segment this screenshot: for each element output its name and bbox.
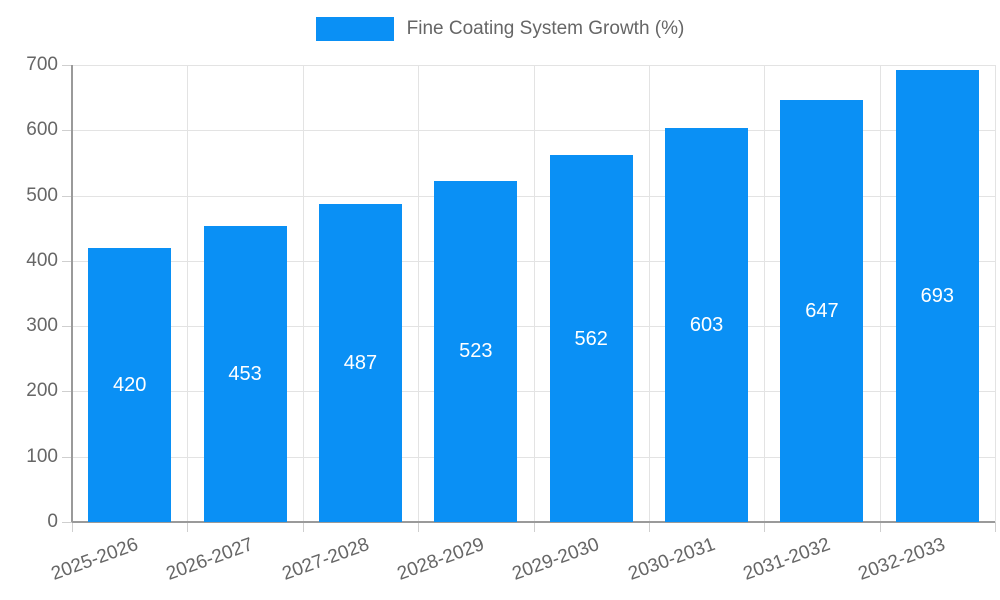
gridline-vertical [764,65,766,522]
gridline-vertical [418,65,420,522]
x-axis-tick [533,522,535,532]
bar-value-label: 647 [805,299,839,322]
bar-value-label: 453 [228,363,262,386]
bar[interactable] [434,180,518,522]
bar[interactable] [203,226,287,522]
x-axis-tick-label: 2028-2029 [394,534,487,585]
y-axis-tick-label: 200 [26,380,58,402]
gridline-vertical [995,65,996,522]
y-axis-tick-label: 100 [26,445,58,467]
bar-value-label: 562 [574,327,608,350]
y-axis-tick [62,456,72,458]
y-axis-tick-label: 0 [47,511,58,532]
x-axis-tick-label: 2032-2033 [855,534,949,585]
gridline-vertical [648,65,650,522]
bar[interactable] [780,99,864,522]
x-axis-tick [72,522,73,532]
bar-value-label: 420 [113,373,147,396]
y-axis-tick-label: 500 [26,184,58,206]
bar[interactable] [549,155,633,522]
gridline-vertical [302,65,304,522]
x-axis-tick-label: 2030-2031 [625,534,718,585]
y-axis-tick [62,260,72,262]
x-axis-tick-label: 2029-2030 [509,534,603,585]
gridline-vertical [879,65,881,522]
x-axis-tick [995,522,996,532]
bar[interactable] [895,69,979,522]
x-axis-tick-label: 2025-2026 [48,534,141,585]
legend-label: Fine Coating System Growth (%) [406,18,685,39]
x-axis-tick-label: 2027-2028 [279,534,372,585]
y-axis-tick-label: 400 [26,249,58,271]
gridline-vertical [187,65,189,522]
x-axis-tick-label: 2031-2032 [740,534,834,585]
bar[interactable] [88,247,172,522]
y-axis-tick [62,130,72,132]
bar-value-label: 603 [689,314,724,337]
gridline-vertical [533,65,535,522]
y-axis-line [71,65,73,522]
x-axis-tick [418,522,420,532]
bar-value-label: 523 [459,340,493,363]
y-axis-tick [62,391,72,393]
y-axis-tick-label: 600 [26,119,58,141]
x-axis-tick [302,522,304,532]
bar[interactable] [665,128,749,522]
bar[interactable] [318,204,402,522]
bar-value-label: 487 [343,352,378,375]
x-axis-tick [187,522,189,532]
y-axis-tick [62,522,72,523]
x-axis-tick [648,522,650,532]
x-axis-tick [879,522,881,532]
chart-legend[interactable]: Fine Coating System Growth (%) [0,17,1000,41]
y-axis-tick [62,65,72,66]
y-axis-tick-label: 300 [26,315,58,337]
y-axis-tick [62,195,72,197]
bar-value-label: 693 [920,284,954,307]
x-axis-tick [764,522,766,532]
y-axis-tick-label: 700 [26,54,58,75]
x-axis-line [72,521,995,523]
legend-swatch [315,17,394,41]
y-axis-tick [62,326,72,328]
x-axis-tick-label: 2026-2027 [163,534,257,585]
